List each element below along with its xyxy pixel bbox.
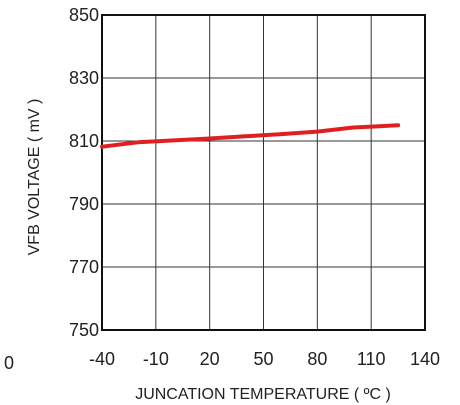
y-tick-label: 790 [69, 194, 99, 214]
x-tick-labels: -40 -10 20 50 80 110 140 [89, 349, 440, 369]
x-axis-title: JUNCATION TEMPERATURE ( ºC ) [135, 386, 391, 403]
x-tick-label: 140 [410, 349, 440, 369]
grid-lines [102, 15, 425, 330]
y-tick-labels: 850 830 810 790 770 750 [69, 5, 99, 340]
stray-tick-label: 0 [4, 353, 14, 373]
y-tick-label: 770 [69, 257, 99, 277]
y-axis-title: VFB VOLTAGE ( mV ) [26, 99, 43, 256]
x-tick-label: -40 [89, 349, 115, 369]
plot-border [101, 14, 426, 331]
y-tick-label: 830 [69, 68, 99, 88]
x-tick-label: -10 [143, 349, 169, 369]
x-tick-label: 50 [253, 349, 273, 369]
plot-frame [101, 14, 426, 331]
y-tick-label: 850 [69, 5, 99, 25]
data-series [100, 123, 401, 149]
y-tick-label: 750 [69, 320, 99, 340]
x-tick-label: 20 [200, 349, 220, 369]
series-line [100, 123, 401, 149]
x-tick-label: 80 [307, 349, 327, 369]
y-tick-label: 810 [69, 131, 99, 151]
x-tick-label: 110 [357, 349, 386, 369]
